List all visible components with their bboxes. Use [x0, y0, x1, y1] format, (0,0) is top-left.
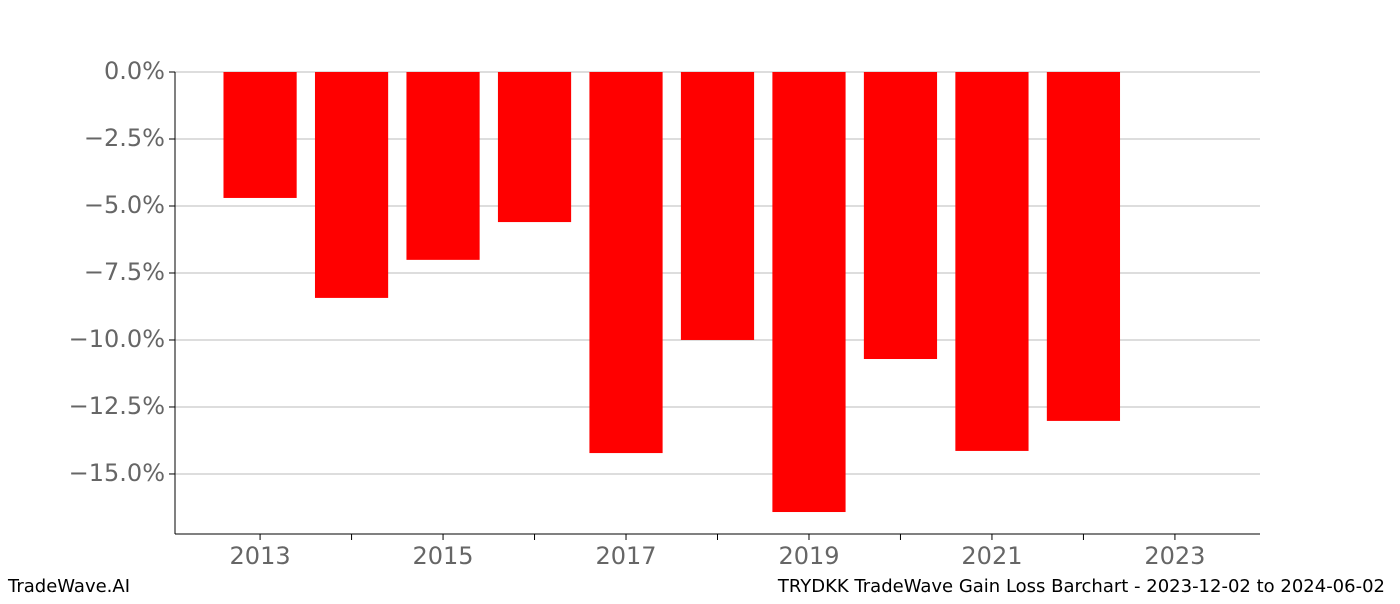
y-tick-label: −2.5%	[84, 124, 165, 152]
bar	[497, 72, 572, 223]
y-tick-label: −10.0%	[69, 325, 165, 353]
bar	[772, 72, 846, 513]
y-tick-label: −5.0%	[84, 191, 165, 219]
bar	[863, 72, 938, 360]
x-tick-label: 2023	[1144, 542, 1205, 570]
bar	[223, 72, 297, 198]
x-tick-label: 2017	[595, 542, 656, 570]
x-tick-label: 2019	[778, 542, 839, 570]
bar	[1046, 72, 1121, 421]
x-tick-label: 2013	[230, 542, 291, 570]
y-tick-label: −15.0%	[69, 459, 165, 487]
watermark: TradeWave.AI	[7, 576, 130, 597]
bar	[680, 72, 755, 340]
y-tick-label: −12.5%	[69, 392, 165, 420]
y-tick-label: −7.5%	[84, 258, 165, 286]
x-tick-label: 2015	[413, 542, 474, 570]
bar	[589, 72, 663, 454]
chart-title: TRYDKK TradeWave Gain Loss Barchart - 20…	[777, 576, 1385, 597]
bar	[955, 72, 1029, 451]
bar	[314, 72, 389, 298]
bar	[406, 72, 480, 260]
x-tick-label: 2021	[961, 542, 1022, 570]
y-tick-label: 0.0%	[104, 57, 165, 85]
